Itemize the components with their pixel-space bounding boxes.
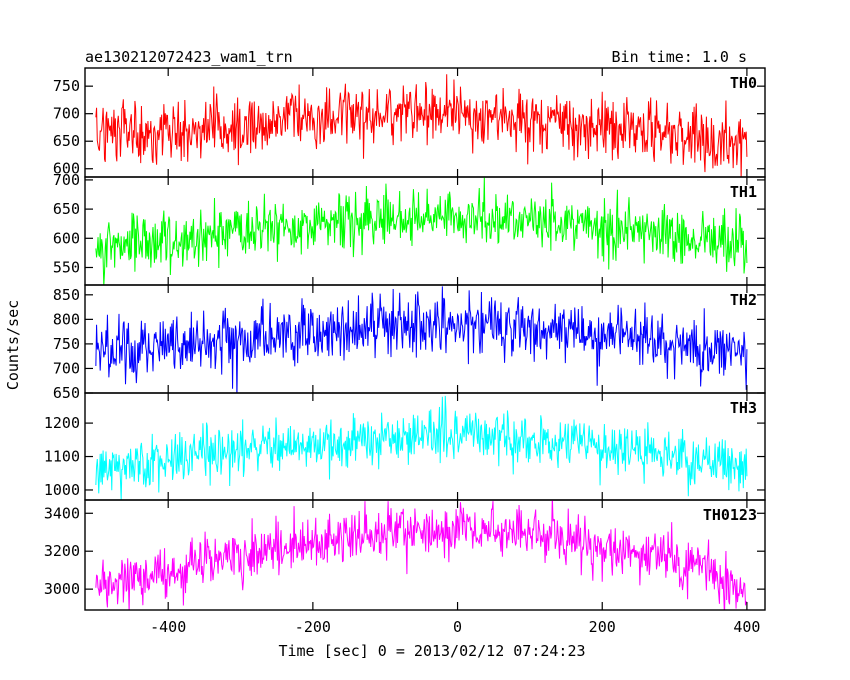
x-tick-label: 200 (589, 618, 616, 636)
y-tick-label: 700 (53, 105, 80, 123)
x-tick-label: -400 (150, 618, 186, 636)
panel-frame (84, 392, 766, 501)
y-tick-label: 550 (53, 258, 80, 276)
x-tick-label: 400 (733, 618, 760, 636)
x-tick-label: 0 (453, 618, 462, 636)
y-tick-label: 750 (53, 77, 80, 95)
panel-th1: 550 600 650 700 TH1 (53, 171, 766, 286)
x-axis: -400 -200 0 200 400 (150, 618, 760, 636)
panel-th0: 600 650 700 750 TH0 (53, 67, 766, 178)
bin-time-label: Bin time: 1.0 s (612, 48, 747, 66)
y-tick-label: 800 (53, 310, 80, 328)
panel-label-th2: TH2 (730, 291, 757, 309)
panel-frame (84, 499, 766, 611)
series-line-th2 (95, 286, 748, 393)
x-axis-label: Time [sec] 0 = 2013/02/12 07:24:23 (278, 642, 585, 660)
y-tick-label: 3200 (44, 542, 80, 560)
panel-th0123: 3000 3200 3400 TH0123 (44, 499, 766, 611)
panel-label-th3: TH3 (730, 399, 757, 417)
y-tick-label: 3400 (44, 504, 80, 522)
y-tick-label: 700 (53, 171, 80, 189)
y-tick-label: 650 (53, 200, 80, 218)
series-line-th3 (95, 395, 748, 500)
x-tick-label: -200 (295, 618, 331, 636)
y-tick-label: 600 (53, 229, 80, 247)
panel-th2: 650 700 750 800 850 TH2 (53, 284, 766, 402)
y-tick-label: 1200 (44, 414, 80, 432)
y-tick-label: 650 (53, 384, 80, 402)
y-tick-label: 1000 (44, 481, 80, 499)
chart-title: ae130212072423_wam1_trn (85, 48, 293, 66)
panels-group: 600 650 700 750 TH0 550 600 650 700 TH1 650 700 750 8… (44, 67, 766, 611)
y-tick-label: 850 (53, 286, 80, 304)
y-axis-label: Counts/sec (4, 300, 22, 390)
panel-label-th1: TH1 (730, 183, 757, 201)
y-tick-label: 700 (53, 359, 80, 377)
panel-label-th0: TH0 (730, 74, 757, 92)
y-tick-label: 3000 (44, 580, 80, 598)
y-tick-label: 650 (53, 132, 80, 150)
panel-frame (84, 67, 766, 178)
y-tick-label: 1100 (44, 448, 80, 466)
series-line-th1 (95, 177, 748, 285)
panel-th3: 1000 1100 1200 TH3 (44, 392, 766, 501)
y-tick-label: 600 (53, 160, 80, 178)
y-tick-label: 750 (53, 335, 80, 353)
series-line-th0 (95, 74, 748, 177)
panel-label-th0123: TH0123 (703, 506, 757, 524)
series-line-th0123 (95, 500, 748, 610)
